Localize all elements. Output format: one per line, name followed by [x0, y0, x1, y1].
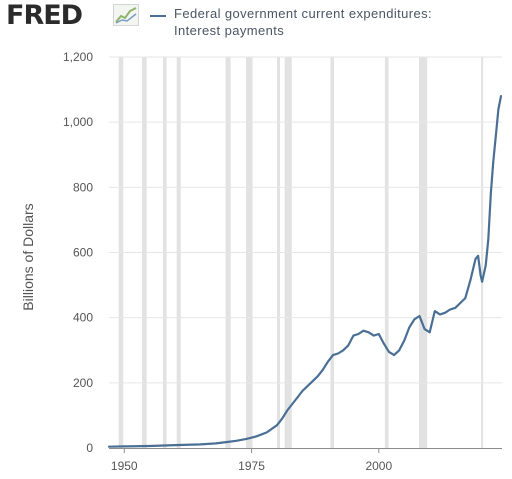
- y-axis-ticks: 0 200 400 600 800 1,000 1,200: [63, 50, 93, 455]
- legend-label-line-1: Federal government current expenditures:: [174, 6, 433, 21]
- gridlines: [109, 56, 502, 384]
- y-tick-label-1000: 1,000: [63, 115, 93, 129]
- x-tick-label-2000: 2000: [365, 459, 392, 473]
- chart-header: FRED Federal government current expendit…: [0, 0, 512, 48]
- y-tick-label-400: 400: [73, 311, 93, 325]
- legend-series-label: Federal government current expenditures:…: [174, 5, 494, 39]
- chart-line-icon: [113, 4, 139, 26]
- series-lines: [107, 95, 503, 448]
- y-tick-label-200: 200: [73, 376, 93, 390]
- y-tick-label-800: 800: [73, 180, 93, 194]
- x-tick-label-1950: 1950: [111, 459, 138, 473]
- legend-series-swatch: [150, 15, 166, 17]
- fred-logo[interactable]: FRED: [6, 0, 83, 31]
- x-tick-label-1975: 1975: [238, 459, 265, 473]
- legend-label-line-2: Interest payments: [174, 23, 285, 38]
- y-tick-label-0: 0: [86, 441, 93, 455]
- x-axis-ticks: 1950 1975 2000: [111, 448, 392, 473]
- series-line-0: [107, 95, 503, 448]
- y-tick-label-1200: 1,200: [63, 50, 93, 64]
- y-tick-label-600: 600: [73, 246, 93, 260]
